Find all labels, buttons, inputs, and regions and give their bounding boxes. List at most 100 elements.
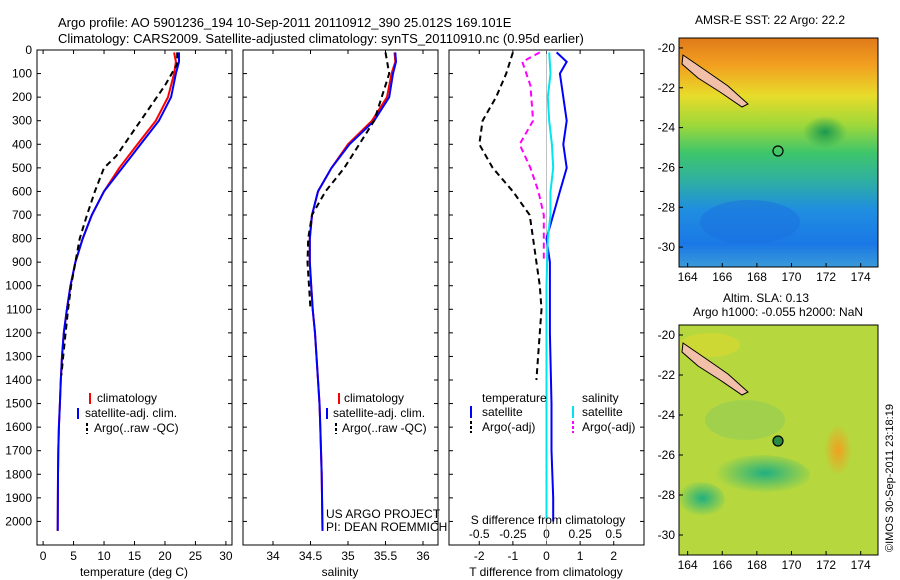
sla-map: Altim. SLA: 0.13 Argo h1000: -0.055 h200… — [658, 291, 879, 572]
map-y-tick-label: -30 — [658, 240, 676, 254]
legend-label-climatology: climatology — [344, 391, 404, 405]
legend-label-satellite: satellite-adj. clim. — [85, 406, 177, 420]
float-marker — [772, 435, 784, 447]
y-tick-label: 1300 — [5, 349, 32, 363]
legend-label-argo: Argo(..raw -QC) — [342, 421, 427, 435]
map-x-tick-label: 164 — [678, 270, 698, 284]
x-tick-label: 5 — [70, 549, 77, 563]
sla-map-ticks: 164 166 168 170 172 174 -20 -22 -24 -26 -28 -30 — [658, 328, 871, 572]
y-tick-label: 1900 — [5, 491, 32, 505]
series-t-argo-adj- — [478, 52, 543, 381]
x-tick-label: 20 — [158, 549, 172, 563]
x-tick-label: 0 — [40, 549, 47, 563]
difference-plot: -2 -1 0 1 2-0.5 -0.25 0 0.25 0.5 — [449, 49, 644, 563]
pi-annotation: PI: DEAN ROEMMICH — [326, 520, 447, 534]
y-tick-label: 0 — [25, 43, 32, 57]
map-x-tick-label: 174 — [851, 270, 871, 284]
x-tick-label: 35 — [341, 549, 355, 563]
temperature-panel — [36, 49, 233, 546]
x-tick-label: -2 — [474, 549, 485, 563]
y-tick-label: 500 — [12, 161, 32, 175]
map-y-tick-label: -30 — [658, 528, 676, 542]
x-tick-label: 34.5 — [299, 549, 323, 563]
y-tick-label: 200 — [12, 90, 32, 104]
s-tick-label: -0.25 — [499, 527, 527, 541]
x-tick-label: 15 — [128, 549, 142, 563]
x-tick-label: 2 — [610, 549, 617, 563]
map-x-tick-label: 174 — [851, 558, 871, 572]
x-tick-label: 10 — [97, 549, 111, 563]
map-y-tick-label: -20 — [658, 41, 676, 55]
difference-xlabel-top: S difference from climatology — [471, 513, 626, 527]
project-annotation: US ARGO PROJECT — [326, 507, 441, 521]
x-tick-label: -1 — [508, 549, 519, 563]
series-s-satellite — [545, 52, 555, 522]
temperature-plot: 0100200300400500600700800900100011001200… — [5, 43, 233, 563]
y-tick-label: 100 — [12, 67, 32, 81]
map-y-tick-label: -26 — [658, 448, 676, 462]
map-x-tick-label: 172 — [816, 270, 836, 284]
x-tick-label: 25 — [189, 549, 203, 563]
sst-map-ticks: 164 166 168 170 172 174 -20 -22 -24 -26 -28 -30 — [658, 41, 871, 284]
y-tick-label: 300 — [12, 114, 32, 128]
map-y-tick-label: -28 — [658, 200, 676, 214]
sla-map-title2: Argo h1000: -0.055 h2000: NaN — [693, 305, 863, 319]
temperature-legend: climatology satellite-adj. clim. Argo(..… — [77, 391, 179, 435]
float-marker — [772, 145, 784, 157]
s-tick-label: 0.5 — [605, 527, 622, 541]
map-x-tick-label: 166 — [712, 558, 732, 572]
map-x-tick-label: 168 — [747, 270, 767, 284]
legend-title-temperature: temperature — [482, 391, 547, 405]
series-argo-raw-qc- — [60, 52, 179, 376]
sla-high-patch — [824, 424, 852, 476]
salinity-xlabel: salinity — [322, 565, 359, 579]
x-tick-label: 0 — [543, 549, 550, 563]
header-line1: Argo profile: AO 5901236_194 10-Sep-2011… — [58, 15, 512, 30]
map-y-tick-label: -20 — [658, 328, 676, 342]
sla-patch-c — [675, 482, 725, 518]
legend-label-s-satellite: satellite — [582, 405, 623, 419]
map-y-tick-label: -24 — [658, 408, 676, 422]
legend-title-salinity: salinity — [582, 391, 619, 405]
map-y-tick-label: -22 — [658, 368, 676, 382]
series-argo-raw-qc- — [306, 52, 391, 310]
map-x-tick-label: 170 — [781, 558, 801, 572]
series-s-argo-adj- — [518, 51, 545, 263]
series-t-satellite — [545, 51, 568, 522]
map-y-tick-label: -24 — [658, 121, 676, 135]
series-satellite-adj-clim- — [56, 52, 180, 531]
salinity-legend: climatology satellite-adj. clim. Argo(..… — [326, 391, 427, 435]
sla-map-frame — [678, 324, 879, 556]
y-tick-label: 600 — [12, 184, 32, 198]
legend-label-t-argo: Argo(-adj) — [482, 420, 535, 434]
difference-xlabel: T difference from climatology — [469, 565, 623, 579]
legend-label-t-satellite: satellite — [482, 405, 523, 419]
temperature-xlabel: temperature (deg C) — [80, 565, 188, 579]
legend-label-climatology: climatology — [97, 391, 157, 405]
map-x-tick-label: 164 — [678, 558, 698, 572]
map-y-tick-label: -26 — [658, 160, 676, 174]
x-tick-label: 1 — [577, 549, 584, 563]
sst-cold-patch — [700, 200, 800, 244]
map-x-tick-label: 166 — [712, 270, 732, 284]
new-caledonia-land — [681, 54, 749, 108]
sst-map-frame — [678, 37, 879, 268]
x-tick-label: 35.5 — [374, 549, 398, 563]
s-tick-label: 0.25 — [568, 527, 592, 541]
map-x-tick-label: 170 — [781, 270, 801, 284]
y-tick-label: 1100 — [6, 302, 32, 316]
y-tick-label: 1800 — [5, 467, 32, 481]
sst-map: AMSR-E SST: 22 Argo: 22.2 164 166 168 170 17… — [658, 13, 879, 284]
y-tick-label: 400 — [12, 137, 32, 151]
y-tick-label: 1200 — [5, 326, 32, 340]
sla-patch-a — [705, 400, 785, 440]
map-x-tick-label: 172 — [816, 558, 836, 572]
new-caledonia-land — [681, 342, 749, 396]
difference-legend: temperature salinity satellite Argo(-adj… — [470, 391, 635, 434]
y-tick-label: 1600 — [5, 420, 32, 434]
y-tick-label: 1400 — [5, 373, 32, 387]
series-satellite-adj-clim- — [308, 52, 398, 531]
map-x-tick-label: 168 — [747, 558, 767, 572]
y-tick-label: 800 — [12, 232, 32, 246]
